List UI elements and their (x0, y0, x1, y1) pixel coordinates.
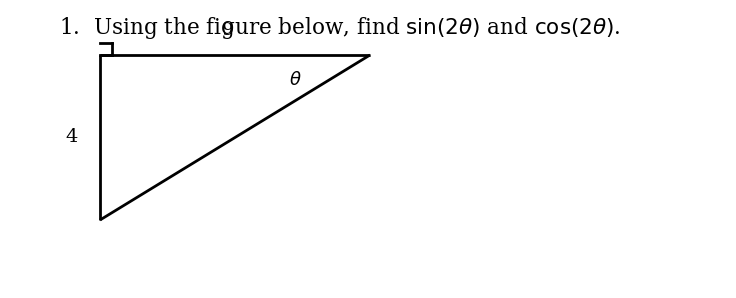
Text: 9: 9 (222, 21, 234, 39)
Text: $\theta$: $\theta$ (289, 71, 301, 89)
Text: 1.  Using the figure below, find $\sin(2\theta)$ and $\cos(2\theta)$.: 1. Using the figure below, find $\sin(2\… (59, 15, 620, 41)
Text: 4: 4 (66, 128, 78, 146)
